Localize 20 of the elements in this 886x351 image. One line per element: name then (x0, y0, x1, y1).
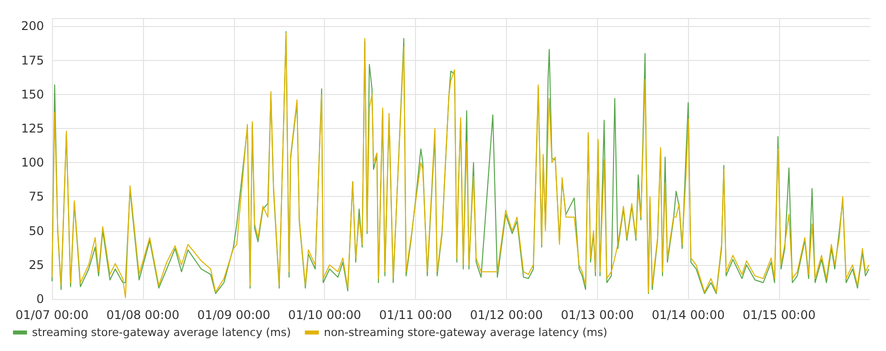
y-tick-label: 25 (28, 258, 44, 272)
y-tick-label: 150 (21, 87, 44, 102)
x-tick-label: 01/13 00:00 (560, 308, 634, 322)
y-tick-label: 75 (28, 190, 44, 204)
legend-label: streaming store-gateway average latency (ms) (32, 326, 291, 339)
legend-label: non-streaming store-gateway average latency (ms) (324, 326, 608, 339)
x-tick-label: 01/09 00:00 (197, 308, 270, 322)
y-tick-label: 0 (36, 292, 44, 306)
x-tick-label: 01/10 00:00 (288, 308, 362, 322)
y-tick-label: 100 (21, 156, 44, 170)
x-tick-label: 01/15 00:00 (742, 308, 816, 322)
y-tick-label: 125 (21, 121, 44, 136)
x-tick-label: 01/08 00:00 (106, 308, 180, 322)
y-tick-label: 50 (28, 224, 44, 238)
y-tick-label: 175 (21, 53, 44, 68)
x-tick-label: 01/12 00:00 (470, 308, 543, 322)
x-tick-label: 01/11 00:00 (379, 308, 452, 322)
x-tick-label: 01/07 00:00 (16, 308, 88, 322)
y-tick-label: 200 (21, 19, 44, 34)
x-tick-label: 01/14 00:00 (652, 308, 725, 322)
